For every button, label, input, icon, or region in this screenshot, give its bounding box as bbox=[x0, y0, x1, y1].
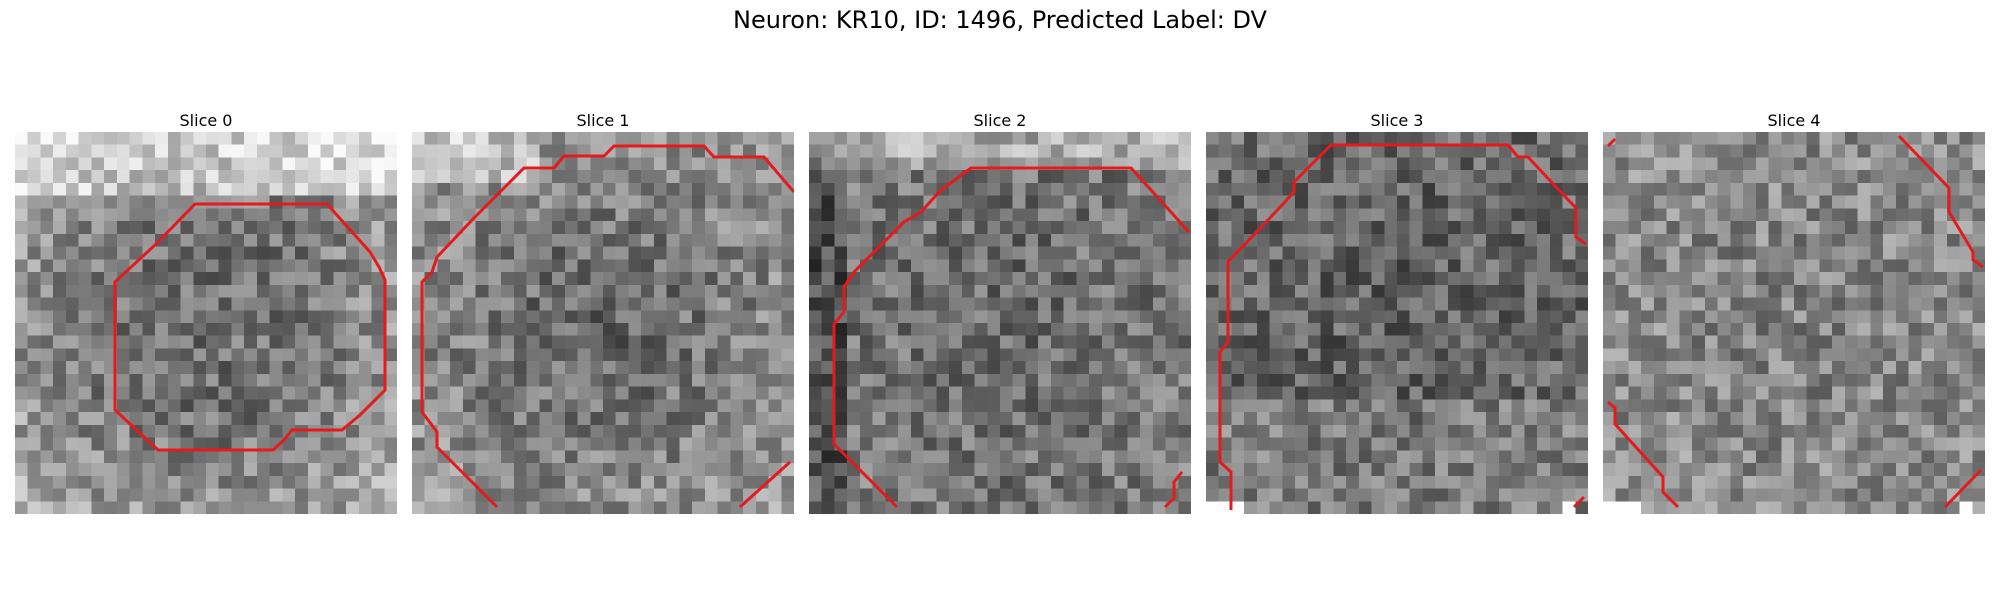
cell-contour bbox=[809, 132, 1191, 514]
slice-title: Slice 2 bbox=[809, 110, 1191, 132]
slice-panel-0: Slice 0 bbox=[15, 110, 397, 514]
slice-panel-3: Slice 3 bbox=[1206, 110, 1588, 514]
slice-title: Slice 4 bbox=[1603, 110, 1985, 132]
cell-contour bbox=[1206, 132, 1588, 514]
cell-contour bbox=[1603, 132, 1985, 514]
slice-title: Slice 1 bbox=[412, 110, 794, 132]
slice-image-2 bbox=[809, 132, 1191, 514]
slice-panel-4: Slice 4 bbox=[1603, 110, 1985, 514]
slice-image-1 bbox=[412, 132, 794, 514]
slice-title: Slice 0 bbox=[15, 110, 397, 132]
slice-image-3 bbox=[1206, 132, 1588, 514]
figure-title: Neuron: KR10, ID: 1496, Predicted Label:… bbox=[0, 6, 2000, 34]
cell-contour bbox=[412, 132, 794, 514]
cell-contour bbox=[15, 132, 397, 514]
slice-panel-2: Slice 2 bbox=[809, 110, 1191, 514]
slice-panel-1: Slice 1 bbox=[412, 110, 794, 514]
slice-image-4 bbox=[1603, 132, 1985, 514]
slice-image-0 bbox=[15, 132, 397, 514]
slice-title: Slice 3 bbox=[1206, 110, 1588, 132]
